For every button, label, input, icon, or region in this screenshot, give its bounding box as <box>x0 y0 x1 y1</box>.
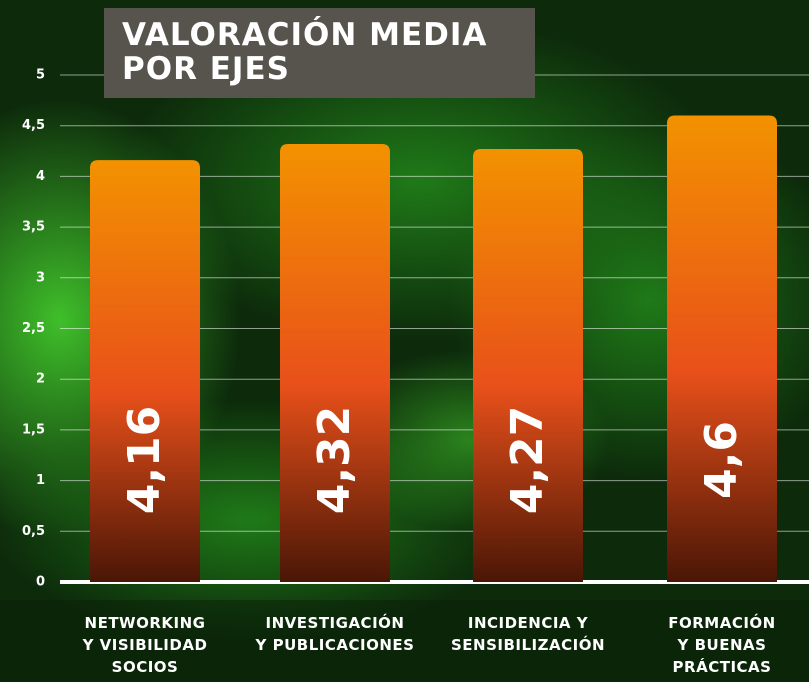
background-shade <box>0 600 809 682</box>
value-label: 4,27 <box>502 406 553 515</box>
x-tick-label: INVESTIGACIÓN Y PUBLICACIONES <box>255 614 415 654</box>
y-tick-label: 3,5 <box>22 220 45 235</box>
y-tick-label: 3 <box>36 270 45 285</box>
y-tick-label: 1 <box>36 473 45 488</box>
y-tick-label: 0,5 <box>22 524 45 539</box>
x-tick-label: NETWORKING Y VISIBILIDAD SOCIOS <box>82 614 208 676</box>
bar <box>473 149 583 582</box>
x-tick-label: FORMACIÓN Y BUENAS PRÁCTICAS <box>668 614 776 676</box>
y-tick-label: 0 <box>36 575 45 590</box>
bar <box>280 143 390 582</box>
value-label: 4,16 <box>119 406 170 515</box>
y-tick-label: 5 <box>36 68 45 83</box>
x-tick-label: INCIDENCIA Y SENSIBILIZACIÓN <box>450 614 606 654</box>
bar <box>90 160 200 582</box>
value-label: 4,6 <box>696 421 747 499</box>
y-tick-label: 4 <box>36 169 45 184</box>
value-label: 4,32 <box>309 406 360 515</box>
chart-title: VALORACIÓN MEDIA POR EJES <box>104 8 535 98</box>
bar <box>667 115 777 582</box>
y-tick-label: 1,5 <box>22 422 45 437</box>
y-tick-label: 4,5 <box>22 118 45 133</box>
y-tick-label: 2 <box>36 372 45 387</box>
y-tick-label: 2,5 <box>22 321 45 336</box>
